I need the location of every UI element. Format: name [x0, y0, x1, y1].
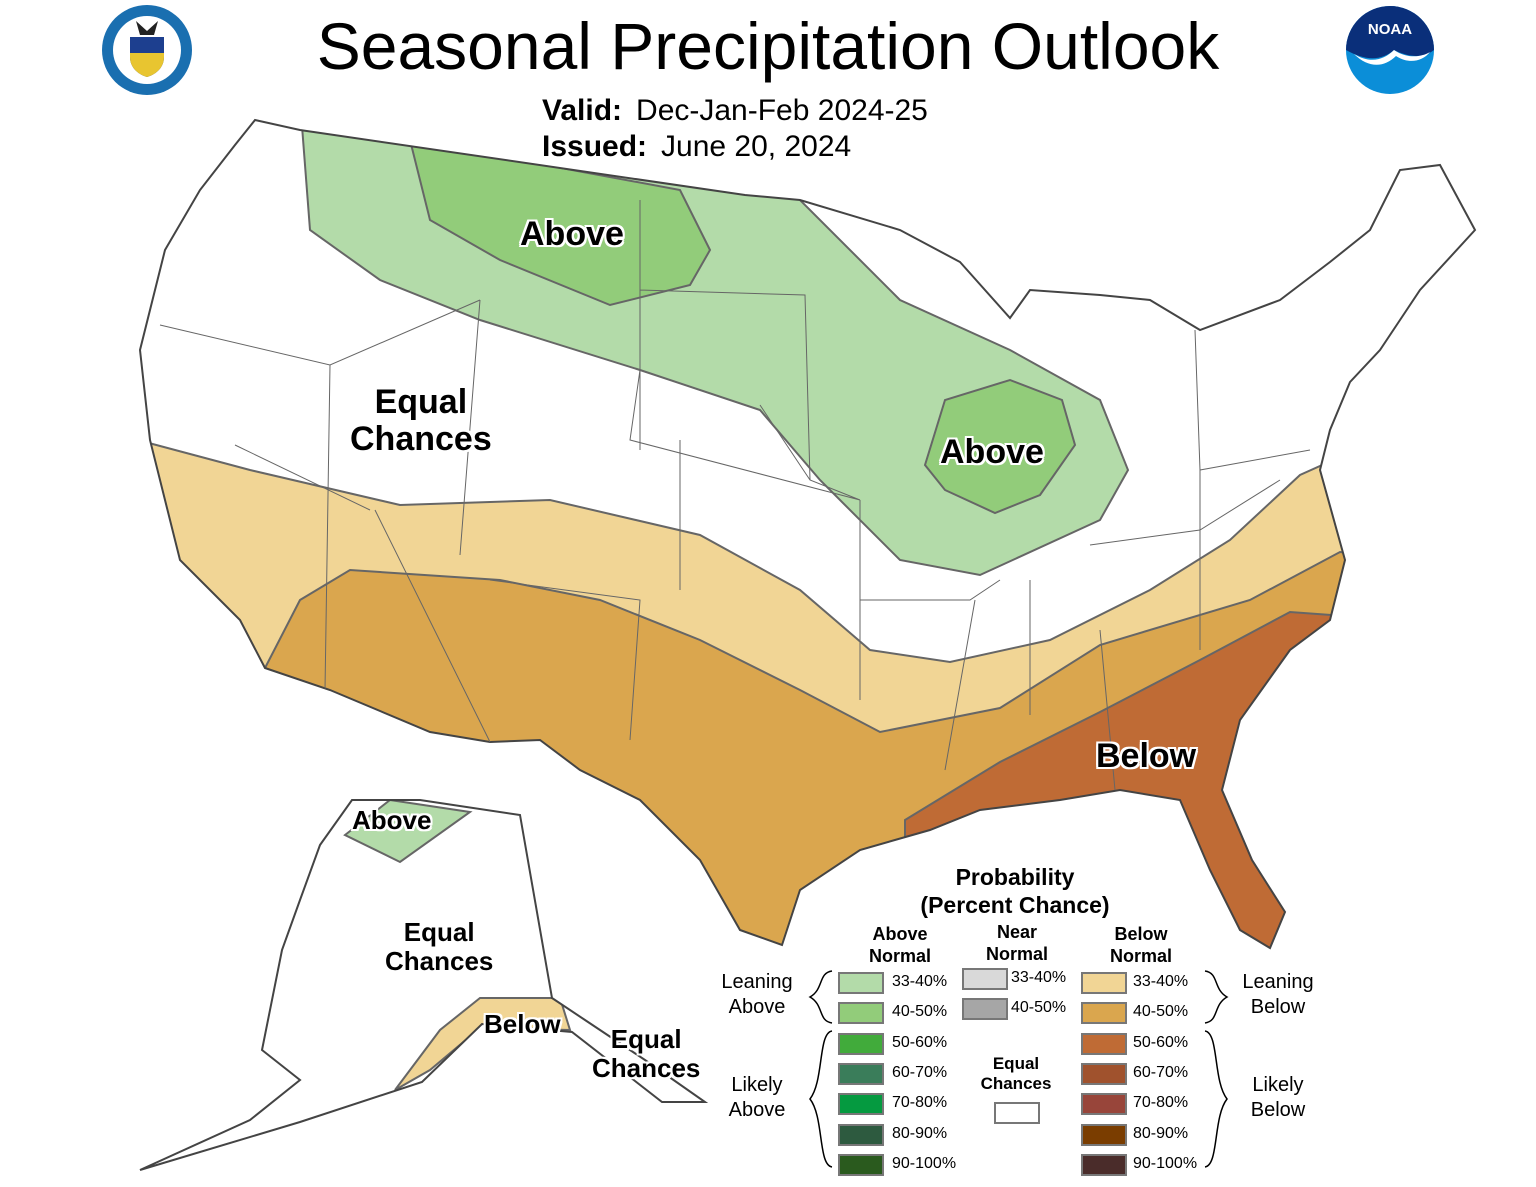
alaska-map — [139, 799, 706, 1171]
col-line: Normal — [1109, 945, 1172, 966]
label-line: Equal — [403, 917, 475, 947]
legend-range-below-1: 40-50% — [1133, 1003, 1189, 1021]
svg-text:NOAA: NOAA — [1368, 21, 1412, 38]
label-equal-chances-alaska: Equal Chances — [385, 918, 493, 975]
side-line: Above — [728, 1099, 786, 1121]
legend-likely-below: Likely Below — [1233, 1073, 1323, 1123]
side-line: Likely — [1252, 1074, 1304, 1096]
alaska-below-region — [394, 997, 572, 1091]
valid-label: Valid: — [542, 94, 623, 127]
col-line: Normal — [985, 943, 1048, 964]
label-above-midwest: Above — [940, 433, 1044, 471]
legend-range-above-4: 70-80% — [892, 1094, 948, 1112]
legend-swatch-near-1 — [962, 998, 1008, 1021]
label-below-conus: Below — [1096, 737, 1197, 775]
legend-swatch-below-4 — [1081, 1093, 1127, 1116]
legend-range-below-4: 70-80% — [1133, 1094, 1189, 1112]
col-line: Below — [1114, 924, 1168, 944]
legend-range-below-6: 90-100% — [1133, 1154, 1198, 1172]
side-line: Below — [1250, 1099, 1306, 1121]
legend-swatch-below-0 — [1081, 972, 1127, 994]
label-above-alaska: Above — [352, 805, 432, 835]
legend-range-above-5: 80-90% — [892, 1124, 948, 1142]
label-equal-chances-alaska-se: Equal Chances — [592, 1025, 700, 1082]
legend-likely-above: Likely Above — [712, 1073, 802, 1123]
legend-swatch-equal — [994, 1102, 1040, 1124]
legend-col-above: Above Normal — [840, 924, 960, 967]
legend-swatch-below-2 — [1081, 1032, 1127, 1055]
legend-col-near: Near Normal — [957, 922, 1077, 965]
legend-swatch-above-3 — [838, 1062, 884, 1085]
legend-range-above-2: 50-60% — [892, 1033, 948, 1051]
legend-swatch-below-3 — [1081, 1062, 1127, 1085]
legend-title-line: Probability — [955, 864, 1075, 890]
legend-range-below-0: 33-40% — [1133, 973, 1189, 990]
side-line: Leaning — [721, 971, 793, 993]
noaa-logo-icon: NOAA — [1346, 6, 1434, 94]
side-line: Leaning — [1242, 971, 1314, 993]
label-line: Equal — [374, 383, 468, 421]
col-line: Above — [872, 924, 928, 944]
col-line: Normal — [868, 945, 931, 966]
legend-range-above-1: 40-50% — [892, 1003, 948, 1021]
legend-swatch-below-6 — [1081, 1153, 1127, 1176]
col-line: Near — [996, 922, 1038, 942]
alaska-above-region — [343, 800, 473, 864]
page-title: Seasonal Precipitation Outlook — [316, 9, 1220, 83]
legend-range-above-6: 90-100% — [892, 1154, 957, 1172]
label-line: Chances — [350, 420, 492, 459]
label-line: Equal — [610, 1024, 682, 1054]
legend-range-near-1: 40-50% — [1011, 999, 1067, 1017]
issued-line: Issued: June 20, 2024 — [542, 130, 851, 164]
legend-swatch-above-1 — [838, 1002, 884, 1025]
legend-equal-chances: Equal Chances — [956, 1054, 1076, 1095]
side-line: Above — [728, 996, 786, 1018]
issued-label: Issued: — [542, 130, 648, 163]
eq-line: Chances — [980, 1074, 1052, 1094]
above-40-50-midwest-region — [923, 378, 1077, 515]
legend-swatch-near-0 — [962, 968, 1008, 990]
legend-swatch-above-4 — [838, 1093, 884, 1116]
legend-range-below-3: 60-70% — [1133, 1063, 1189, 1081]
conus-map — [139, 119, 1476, 949]
legend-range-below-5: 80-90% — [1133, 1124, 1189, 1142]
legend-swatch-below-1 — [1081, 1002, 1127, 1025]
legend-range-near-0: 33-40% — [1011, 969, 1067, 986]
valid-line: Valid: Dec-Jan-Feb 2024-25 — [542, 94, 928, 128]
legend-swatch-above-6 — [838, 1153, 884, 1176]
legend-swatch-above-5 — [838, 1123, 884, 1146]
legend-range-above-0: 33-40% — [892, 973, 948, 990]
legend-col-below: Below Normal — [1081, 924, 1201, 967]
side-line: Likely — [731, 1074, 783, 1096]
above-40-50-north-region — [408, 138, 712, 307]
label-below-alaska: Below — [484, 1009, 561, 1039]
legend-range-above-3: 60-70% — [892, 1063, 948, 1081]
legend-swatch-above-2 — [838, 1032, 884, 1055]
label-line: Chances — [592, 1052, 701, 1083]
side-line: Below — [1250, 996, 1306, 1018]
legend-range-below-2: 50-60% — [1133, 1033, 1189, 1051]
legend-leaning-below: Leaning Below — [1233, 970, 1323, 1020]
legend-swatch-above-0 — [838, 972, 884, 994]
legend-swatch-below-5 — [1081, 1123, 1127, 1146]
eq-line: Equal — [992, 1054, 1040, 1073]
issued-value: June 20, 2024 — [661, 130, 852, 163]
legend-title: Probability (Percent Chance) — [880, 864, 1150, 919]
valid-value: Dec-Jan-Feb 2024-25 — [636, 94, 928, 127]
label-above-north: Above — [520, 215, 624, 253]
legend-title-line: (Percent Chance) — [920, 891, 1110, 918]
commerce-seal-icon — [102, 5, 192, 95]
legend-leaning-above: Leaning Above — [712, 970, 802, 1020]
state-boundaries — [159, 200, 1311, 791]
label-line: Chances — [385, 945, 494, 976]
legend-braces — [808, 970, 1229, 1168]
label-equal-chances-conus: Equal Chances — [350, 383, 492, 459]
